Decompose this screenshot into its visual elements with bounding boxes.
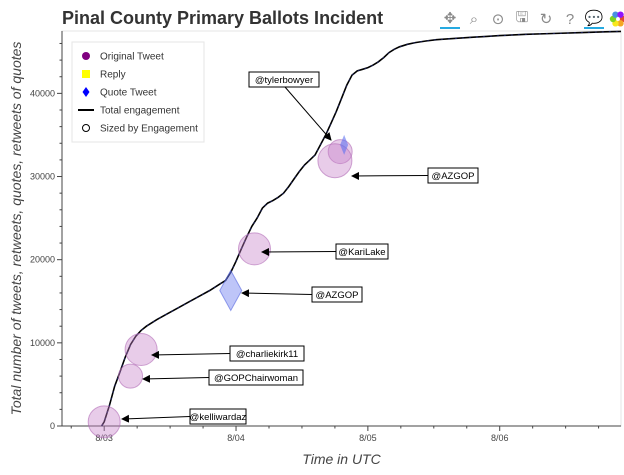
annotation-box — [208, 369, 304, 386]
x-tick-label: 8/05 — [359, 433, 377, 443]
legend-label: Original Tweet — [100, 52, 164, 63]
y-tick-label: 20000 — [30, 255, 55, 265]
x-tick-label: 8/04 — [227, 433, 245, 443]
annotation-arrow — [261, 247, 337, 256]
original-tweet-marker — [317, 143, 353, 179]
box-zoom-tool[interactable]: ⌕ — [469, 10, 479, 28]
save-tool[interactable]: 🖫 — [515, 8, 529, 26]
annotation-box — [335, 243, 389, 260]
pan-tool[interactable]: ✥ — [440, 9, 460, 29]
chart-title: Pinal County Primary Ballots Incident — [62, 8, 384, 28]
x-axis-title: Time in UTC — [302, 451, 381, 467]
annotation-label: @AZGOP — [316, 290, 359, 301]
original-tweet-marker — [237, 232, 271, 266]
legend-label: Total engagement — [100, 106, 180, 117]
annotation-label: @GOPChairwoman — [214, 373, 298, 384]
plot-toolbar: ✥ ⌕ ⊙ 🖫 ↻? 💬 — [440, 7, 624, 31]
annotation-label: @kelliwardaz — [190, 412, 247, 423]
quote-tweet-marker — [340, 134, 349, 155]
original-tweet-marker — [118, 363, 144, 389]
y-tick-label: 30000 — [30, 172, 55, 182]
annotation-box — [229, 345, 305, 362]
original-tweet-marker — [87, 405, 121, 439]
legend-glyph-quote-tweet — [82, 87, 90, 97]
annotation-box — [248, 71, 320, 88]
legend-label: Quote Tweet — [100, 88, 157, 99]
bokeh-logo-icon[interactable] — [609, 10, 624, 28]
annotation-arrow — [151, 350, 231, 359]
quote-tweet-marker — [219, 269, 243, 312]
annotation-arrow — [142, 374, 210, 383]
annotation-label: @KariLake — [338, 247, 385, 258]
bokeh-logo[interactable] — [608, 9, 624, 29]
logo-dot — [617, 11, 624, 18]
legend-label: Reply — [100, 70, 126, 81]
y-tick-label: 0 — [50, 421, 55, 431]
annotation-label: @tylerbowyer — [255, 75, 313, 86]
annotation-arrow — [351, 171, 429, 180]
legend-glyph-sized — [82, 124, 90, 132]
logo-dot — [612, 11, 619, 18]
y-tick-label: 40000 — [30, 88, 55, 98]
annotation-box — [189, 408, 247, 425]
original-tweet-marker — [124, 332, 158, 366]
y-axis-title: Total number of tweets, retweets, quotes… — [8, 42, 24, 416]
annotation-label: @charliekirk11 — [236, 349, 298, 360]
total-engagement-line — [100, 30, 622, 427]
legend-box — [71, 41, 205, 143]
help-tool[interactable]: ? — [565, 10, 575, 28]
annotation-box — [311, 286, 363, 303]
reset-tool[interactable]: ↻ — [539, 11, 553, 28]
annotation-label: @AZGOP — [432, 171, 475, 182]
wheel-zoom-tool[interactable]: ⊙ — [491, 11, 505, 28]
annotation-arrow — [121, 414, 191, 423]
annotation-arrow — [241, 289, 313, 298]
legend-glyph-reply — [82, 70, 90, 78]
annotation-arrow — [284, 86, 332, 141]
y-tick-label: 10000 — [30, 338, 55, 348]
logo-dot — [617, 20, 624, 27]
legend-glyph-original-tweet — [82, 52, 90, 60]
x-tick-label: 8/06 — [491, 433, 509, 443]
hover-tool[interactable]: 💬 — [584, 10, 604, 29]
legend-label: Sized by Engagement — [100, 124, 198, 135]
annotation-box — [427, 167, 479, 184]
